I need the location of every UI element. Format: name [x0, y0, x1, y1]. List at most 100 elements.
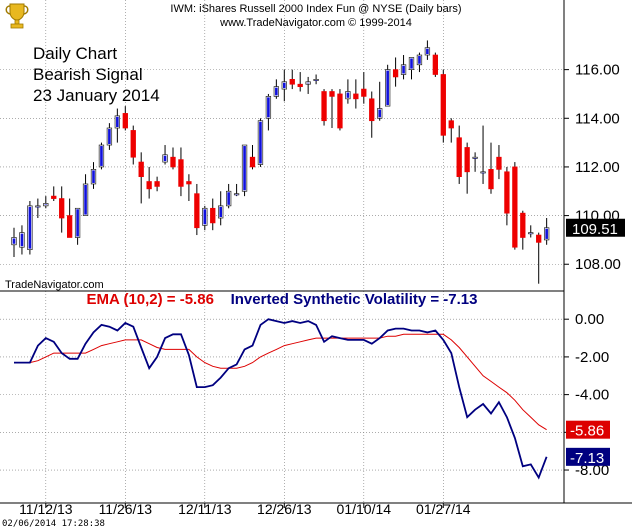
candle-up-fill: [259, 121, 262, 164]
candle-down: [504, 171, 510, 214]
candle-up-fill: [227, 192, 230, 205]
time-tick-label: 12/26/13: [257, 501, 312, 517]
candle-down: [66, 215, 73, 238]
candle-down: [194, 193, 200, 229]
candle-down: [329, 91, 335, 97]
candle-up-fill: [76, 209, 79, 237]
timestamp: 02/06/2014 17:28:38: [2, 519, 105, 529]
indicator-tick-label: -8.00: [575, 462, 609, 479]
candle-down: [512, 166, 518, 248]
candle-down: [353, 93, 359, 100]
candle-up-fill: [92, 170, 95, 183]
trophy-logo-icon: [5, 3, 29, 29]
isv-value-tag: -7.13: [570, 450, 604, 467]
candle-down: [337, 93, 343, 129]
candle-down: [51, 195, 57, 199]
candle-up-fill: [418, 56, 421, 64]
annotation-line-3: 23 January 2014: [33, 86, 160, 105]
price-bars: [11, 40, 550, 284]
candle-down: [536, 234, 542, 243]
price-tick-label: 114.00: [575, 110, 620, 127]
candle-up-fill: [473, 158, 477, 159]
candle-up-fill: [529, 233, 533, 235]
indicator-legend: EMA (10,2) = -5.86 Inverted Synthetic Vo…: [0, 291, 564, 308]
axis-labels: 116.00114.00112.00110.00108.000.00-2.00-…: [19, 62, 625, 517]
candle-up-fill: [267, 97, 270, 118]
candle-down: [130, 130, 136, 158]
candle-down: [59, 198, 65, 219]
candle-up-fill: [378, 109, 381, 118]
annotation-line-2: Bearish Signal: [33, 65, 143, 84]
candle-down: [432, 54, 438, 75]
candle-up-fill: [163, 155, 167, 162]
candle-up-fill: [116, 116, 119, 128]
candle-down: [170, 156, 176, 168]
candle-up-fill: [402, 65, 405, 74]
candle-up-fill: [386, 70, 389, 106]
price-tag-box: [566, 218, 625, 237]
isv-legend: Inverted Synthetic Volatility = -7.13: [230, 291, 478, 308]
candle-up-fill: [426, 48, 429, 55]
ema-value-tag-box: [566, 420, 610, 439]
candle-down: [321, 91, 327, 122]
ema-legend: EMA (10,2) = -5.86: [86, 291, 214, 308]
candle-up-fill: [481, 172, 485, 174]
candle-up-fill: [84, 184, 87, 215]
candle-up-fill: [36, 206, 40, 208]
isv-line: [14, 318, 548, 480]
candle-down: [186, 181, 192, 185]
chart-grid: [0, 0, 564, 503]
ema-line: [14, 333, 547, 431]
indicator-tick-label: -4.00: [575, 387, 609, 404]
chart-title: IWM: iShares Russell 2000 Index Fun @ NY…: [170, 3, 462, 15]
candle-down: [448, 120, 454, 129]
time-tick-label: 11/26/13: [99, 501, 153, 517]
time-tick-label: 01/27/14: [416, 501, 471, 517]
candle-down: [464, 147, 470, 173]
candle-down: [361, 88, 367, 97]
candle-up-fill: [12, 238, 16, 244]
candle-up-fill: [100, 146, 103, 166]
candle-up-fill: [306, 82, 310, 84]
ema-value-tag: -5.86: [570, 423, 604, 440]
time-tick-label: 11/12/13: [19, 501, 73, 517]
candle-down: [440, 74, 446, 136]
candle-up-fill: [20, 233, 24, 247]
candle-up-fill: [283, 82, 286, 89]
candle-down: [154, 181, 160, 187]
time-tick-label: 12/11/13: [178, 501, 232, 517]
time-tick-label: 01/10/14: [337, 501, 392, 517]
candle-down: [496, 156, 502, 170]
candle-down: [178, 159, 184, 187]
isv-value-tag-box: [566, 447, 610, 466]
price-tag-label: 109.51: [572, 221, 618, 238]
chart-axes: [0, 0, 632, 508]
candle-up-fill: [275, 87, 278, 96]
candle-down: [138, 161, 144, 178]
candle-down: [289, 79, 295, 85]
candle-down: [392, 69, 399, 78]
candle-down: [249, 156, 256, 168]
candle-up-fill: [28, 206, 32, 249]
price-tick-label: 108.00: [575, 256, 621, 273]
candle-down: [456, 137, 462, 178]
candle-up-fill: [410, 58, 413, 69]
candle-up-fill: [108, 129, 111, 145]
price-tick-label: 116.00: [575, 62, 620, 79]
candle-down: [488, 169, 494, 190]
candle-up-fill: [243, 146, 246, 191]
candle-up-fill: [346, 92, 350, 98]
watermark: TradeNavigator.com: [5, 279, 104, 291]
candle-up-fill: [235, 194, 238, 196]
candle-up-fill: [545, 228, 548, 239]
indicator-tick-label: 0.00: [575, 311, 604, 328]
candle-down: [297, 83, 303, 88]
indicator-tick-label: -2.00: [575, 349, 609, 366]
candle-up-fill: [219, 206, 222, 218]
candle-down: [210, 207, 216, 224]
candle-down: [122, 113, 128, 129]
candle-down: [520, 212, 526, 238]
annotation-line-1: Daily Chart: [33, 44, 118, 63]
candle-up-fill: [203, 209, 207, 225]
